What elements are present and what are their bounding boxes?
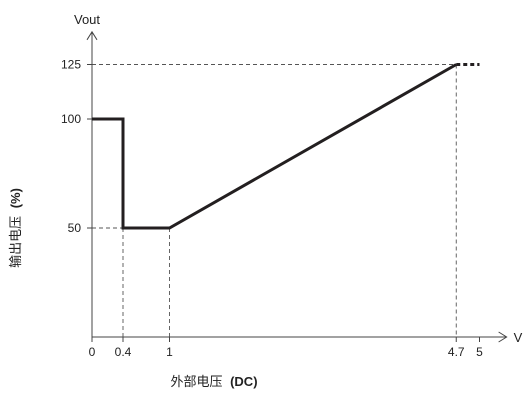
y-axis-name: Vout [74, 12, 100, 27]
reference-lines [92, 64, 457, 337]
ticks: 0 0.4 1 4.7 5 50 100 125 [61, 58, 483, 360]
x-axis-title-unit: (DC) [230, 374, 257, 389]
series-layer [92, 63, 480, 230]
x-tick-label: 4.7 [448, 345, 465, 359]
x-tick-label: 1 [166, 345, 173, 359]
series-line [92, 63, 457, 230]
x-tick-label: 5 [476, 345, 483, 359]
y-tick-label: 100 [61, 112, 81, 126]
axes [86, 30, 508, 343]
x-axis-name: V [514, 330, 523, 345]
y-axis-title-text: 输出电压 [8, 216, 24, 268]
x-axis-arrow-icon [498, 331, 508, 343]
x-tick-label: 0 [89, 345, 96, 359]
y-axis-arrow-icon [86, 30, 98, 41]
y-tick-label: 125 [61, 58, 81, 72]
x-axis-title: 外部电压 (DC) [170, 374, 257, 390]
y-axis-title-unit: (%) [8, 188, 23, 208]
y-axis-title: 输出电压 (%) [8, 188, 24, 268]
y-tick-label: 50 [68, 221, 82, 235]
x-axis-title-text: 外部电压 [170, 375, 222, 390]
x-tick-label: 0.4 [115, 345, 132, 359]
